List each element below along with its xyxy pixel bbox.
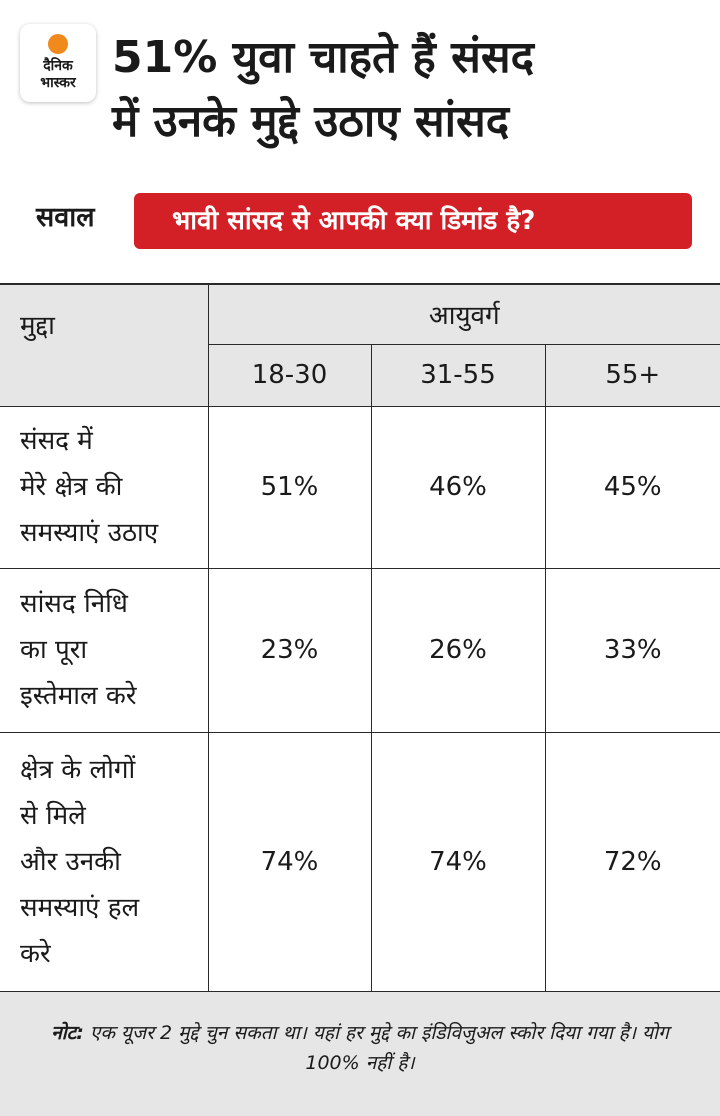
logo-line-2: भास्कर bbox=[40, 75, 76, 91]
note-text: एक यूजर 2 मुद्दे चुन सकता था। यहां हर मु… bbox=[83, 1022, 669, 1074]
note-label: नोट: bbox=[51, 1022, 84, 1044]
age-header-31-55: 31-55 bbox=[370, 343, 546, 407]
value-cell: 72% bbox=[544, 731, 720, 993]
value-cell: 51% bbox=[207, 405, 372, 569]
issue-cell: संसद में मेरे क्षेत्र की समस्याएं उठाए bbox=[0, 405, 209, 569]
issue-line: और उनकी bbox=[20, 847, 121, 877]
value-cell: 46% bbox=[370, 405, 546, 569]
issue-line: से मिले bbox=[20, 801, 86, 831]
sun-icon bbox=[48, 34, 68, 54]
headline: 51% युवा चाहते हैं संसद में उनके मुद्दे … bbox=[112, 26, 712, 154]
header: दैनिक भास्कर 51% युवा चाहते हैं संसद में… bbox=[0, 0, 720, 270]
issue-line: क्षेत्र के लोगों bbox=[20, 755, 136, 785]
issue-line: संसद में bbox=[20, 426, 93, 456]
issue-line: करे bbox=[20, 939, 51, 969]
value-cell: 74% bbox=[207, 731, 372, 993]
footnote: नोट: एक यूजर 2 मुद्दे चुन सकता था। यहां … bbox=[0, 991, 720, 1116]
issue-cell: क्षेत्र के लोगों से मिले और उनकी समस्याए… bbox=[0, 731, 209, 993]
issue-line: समस्याएं उठाए bbox=[20, 518, 159, 548]
question-box: भावी सांसद से आपकी क्या डिमांड है? bbox=[134, 193, 692, 249]
headline-line-2: में उनके मुद्दे उठाए सांसद bbox=[112, 96, 510, 147]
value-cell: 23% bbox=[207, 567, 372, 733]
logo-line-1: दैनिक bbox=[43, 58, 73, 74]
issue-line: इस्तेमाल करे bbox=[20, 681, 137, 711]
logo-text: दैनिक भास्कर bbox=[20, 58, 96, 92]
table-row: सांसद निधि का पूरा इस्तेमाल करे 23% 26% … bbox=[0, 567, 720, 733]
age-header-55-plus: 55+ bbox=[544, 343, 720, 407]
dainik-bhaskar-logo: दैनिक भास्कर bbox=[20, 24, 96, 102]
table-row: क्षेत्र के लोगों से मिले और उनकी समस्याए… bbox=[0, 731, 720, 993]
issue-line: का पूरा bbox=[20, 635, 88, 665]
survey-table: मुद्दा आयुवर्ग 18-30 31-55 55+ संसद में … bbox=[0, 283, 720, 993]
issue-line: सांसद निधि bbox=[20, 589, 128, 619]
table-row: संसद में मेरे क्षेत्र की समस्याएं उठाए 5… bbox=[0, 405, 720, 569]
issue-line: मेरे क्षेत्र की bbox=[20, 472, 123, 502]
issue-line: समस्याएं हल bbox=[20, 893, 140, 923]
age-header-18-30: 18-30 bbox=[208, 343, 372, 407]
value-cell: 33% bbox=[544, 567, 720, 733]
value-cell: 45% bbox=[544, 405, 720, 569]
age-group-header: आयुवर्ग bbox=[207, 283, 720, 345]
value-cell: 74% bbox=[370, 731, 546, 993]
issue-cell: सांसद निधि का पूरा इस्तेमाल करे bbox=[0, 567, 209, 733]
value-cell: 26% bbox=[370, 567, 546, 733]
issue-column-header: मुद्दा bbox=[0, 283, 209, 407]
headline-line-1: 51% युवा चाहते हैं संसद bbox=[112, 32, 534, 83]
question-label: सवाल bbox=[36, 202, 95, 233]
